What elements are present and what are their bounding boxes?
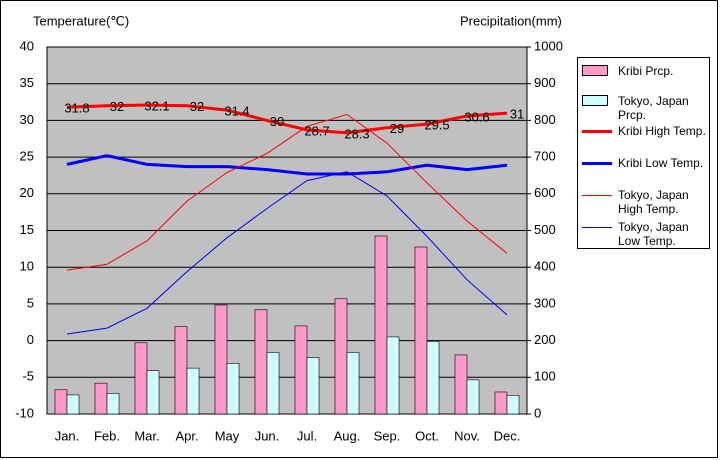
bar <box>386 336 400 415</box>
y2-tick-label: 0 <box>534 405 541 420</box>
data-label: 30 <box>270 114 284 129</box>
data-label: 29.5 <box>424 118 449 133</box>
y2-tick-label: 1000 <box>534 38 563 53</box>
bar <box>494 391 508 415</box>
legend-swatch <box>582 161 612 165</box>
legend-swatch <box>582 129 612 133</box>
bar <box>214 304 228 415</box>
bar <box>294 325 308 415</box>
legend-label: Tokyo, Japan High Temp. <box>618 188 689 216</box>
bar <box>414 246 428 415</box>
x-tick-label: Nov. <box>454 428 480 443</box>
y-tick-label: 10 <box>20 259 34 274</box>
legend-label: Kribi Low Temp. <box>618 156 704 170</box>
x-tick-label: Feb. <box>94 428 120 443</box>
bar <box>134 342 148 415</box>
y-tick-label: 30 <box>20 112 34 127</box>
bar <box>466 379 480 415</box>
legend-label: Tokyo, Japan Low Temp. <box>618 220 689 248</box>
data-label: 28.3 <box>344 126 369 141</box>
data-label: 32 <box>190 99 204 114</box>
bar <box>426 341 440 415</box>
y-axis-title: Temperature(℃) <box>33 13 129 28</box>
y-tick-label: -10 <box>15 405 34 420</box>
data-label: 28.7 <box>304 123 329 138</box>
legend-swatch <box>582 65 608 76</box>
y-tick-label: 25 <box>20 149 34 164</box>
data-label: 31.4 <box>224 104 249 119</box>
bar <box>66 394 80 415</box>
bar <box>186 367 200 415</box>
bar <box>106 393 120 415</box>
bar <box>54 389 68 415</box>
bar <box>94 382 108 415</box>
x-tick-label: Jul. <box>297 428 317 443</box>
x-tick-label: Mar. <box>134 428 159 443</box>
x-tick-label: Jun. <box>255 428 280 443</box>
data-label: 32.1 <box>144 98 169 113</box>
data-label: 31 <box>510 106 524 121</box>
x-tick-label: Sep. <box>374 428 401 443</box>
x-tick-label: Apr. <box>175 428 198 443</box>
x-tick-label: Dec. <box>494 428 521 443</box>
y2-axis-title: Precipitation(mm) <box>460 13 562 28</box>
y2-tick-label: 700 <box>534 149 556 164</box>
legend-swatch <box>582 194 612 196</box>
y2-tick-label: 500 <box>534 222 556 237</box>
bar <box>266 352 280 415</box>
data-label: 32 <box>110 99 124 114</box>
line <box>66 103 508 135</box>
line <box>66 113 508 271</box>
y-tick-label: -5 <box>22 369 34 384</box>
x-tick-label: Jan. <box>55 428 80 443</box>
line <box>66 154 508 176</box>
y-tick-label: 40 <box>20 38 34 53</box>
legend-label: Tokyo, Japan Prcp. <box>618 94 689 122</box>
line <box>66 171 508 335</box>
y2-tick-label: 900 <box>534 75 556 90</box>
legend: Kribi Prcp. Tokyo, Japan Prcp. Kribi High … <box>577 57 710 249</box>
bar <box>146 370 160 415</box>
bar <box>226 363 240 415</box>
bar <box>174 326 188 415</box>
bar <box>254 309 268 415</box>
bar <box>346 352 360 415</box>
legend-label: Kribi Prcp. <box>618 64 674 78</box>
y2-tick-label: 600 <box>534 185 556 200</box>
y-tick-label: 0 <box>27 332 34 347</box>
x-tick-label: Oct. <box>415 428 439 443</box>
y2-tick-label: 800 <box>534 112 556 127</box>
bar <box>306 357 320 415</box>
data-label: 29 <box>390 121 404 136</box>
y-tick-label: 5 <box>27 295 34 310</box>
x-tick-label: Aug. <box>334 428 361 443</box>
legend-label: Kribi High Temp. <box>618 124 706 138</box>
bar <box>374 235 388 415</box>
bar <box>506 394 520 415</box>
bar <box>454 354 468 415</box>
y2-tick-label: 200 <box>534 332 556 347</box>
y-tick-label: 15 <box>20 222 34 237</box>
y2-tick-label: 300 <box>534 295 556 310</box>
legend-swatch <box>582 226 612 228</box>
y-tick-label: 20 <box>20 185 34 200</box>
y2-tick-label: 400 <box>534 259 556 274</box>
y-tick-label: 35 <box>20 75 34 90</box>
y2-tick-label: 100 <box>534 369 556 384</box>
data-label: 31.8 <box>64 101 89 116</box>
data-label: 30.6 <box>464 109 489 124</box>
bar <box>334 298 348 415</box>
x-tick-label: May <box>215 428 240 443</box>
legend-swatch <box>582 95 608 106</box>
